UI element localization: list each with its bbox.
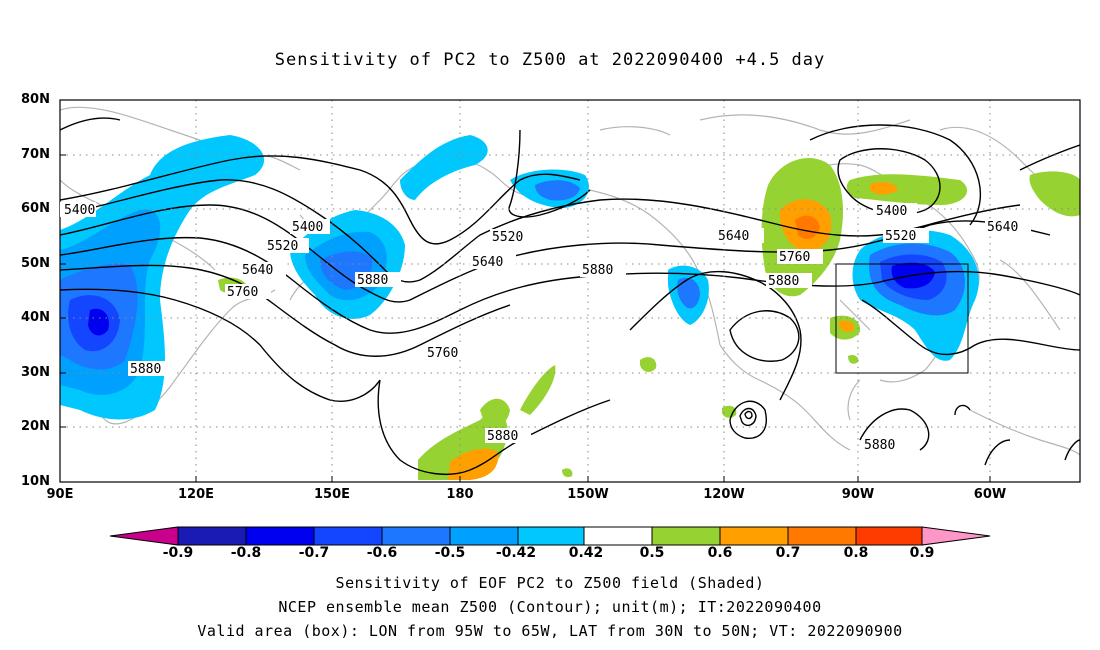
colorbar-box [381, 526, 451, 546]
lat-lon-grid [60, 100, 1080, 482]
lon-label-150w: 150W [567, 487, 609, 502]
contour-label-5880-america: 5880 [768, 274, 799, 289]
contour-label-5520-pacific: 5520 [492, 230, 523, 245]
contour-label-5640-pacific: 5640 [472, 255, 503, 270]
contour-label-5760-pacific: 5760 [427, 346, 458, 361]
colorbar-box [651, 526, 721, 546]
contour-label-5640-asia: 5640 [242, 263, 273, 278]
colorbar-box [719, 526, 789, 546]
lon-label-120w: 120W [703, 487, 745, 502]
lat-label-70n: 70N [21, 147, 50, 162]
colorbar-label: -0.9 [162, 545, 194, 561]
lat-label-10n: 10N [21, 474, 50, 489]
footer-line-1: Sensitivity of EOF PC2 to Z500 field (Sh… [335, 574, 765, 592]
contour-label-5880-mid-pacific: 5880 [582, 263, 613, 278]
contour-label-5760-asia: 5760 [227, 285, 258, 300]
lat-label-40n: 40N [21, 310, 50, 325]
lat-label-30n: 30N [21, 365, 50, 380]
lat-label-20n: 20N [21, 419, 50, 434]
contour-label-5880-japan: 5880 [357, 273, 388, 288]
lon-label-60w: 60W [973, 487, 1007, 502]
colorbar-box [177, 526, 247, 546]
lon-label-120e: 120E [177, 487, 215, 502]
contour-label-5400-east: 5400 [876, 204, 907, 219]
valid-area-box [835, 263, 969, 374]
map-title: Sensitivity of PC2 to Z500 at 2022090400… [274, 50, 826, 70]
colorbar [109, 526, 991, 546]
colorbar-label: -0.6 [366, 545, 398, 561]
colorbar-label: 0.9 [909, 545, 935, 561]
colorbar-box [583, 526, 653, 546]
lat-label-80n: 80N [21, 92, 50, 107]
contour-label-5880-gulf: 5880 [864, 438, 895, 453]
footer-line-3: Valid area (box): LON from 95W to 65W, L… [197, 622, 903, 640]
colorbar-label: 0.6 [707, 545, 733, 561]
contour-label-5760-america: 5760 [779, 250, 810, 265]
colorbar-high-arrow [921, 526, 991, 546]
colorbar-box [855, 526, 923, 546]
lon-label-90w: 90W [841, 487, 875, 502]
colorbar-box [787, 526, 857, 546]
lon-label-150e: 150E [313, 487, 351, 502]
contour-label-5400-pacific: 5400 [292, 220, 323, 235]
colorbar-label: -0.42 [495, 545, 537, 561]
colorbar-low-arrow [109, 526, 179, 546]
lat-label-60n: 60N [21, 201, 50, 216]
lon-label-180: 180 [446, 487, 474, 502]
footer-line-2: NCEP ensemble mean Z500 (Contour); unit(… [278, 598, 822, 616]
colorbar-label: 0.7 [775, 545, 801, 561]
lon-label-90e: 90E [46, 487, 74, 502]
colorbar-label: -0.7 [298, 545, 330, 561]
contour-label-5880-pacific: 5880 [487, 429, 518, 444]
colorbar-label: -0.5 [434, 545, 466, 561]
contour-label-5640-america: 5640 [718, 229, 749, 244]
contour-label-5640-east: 5640 [987, 220, 1018, 235]
colorbar-label: 0.42 [568, 545, 604, 561]
contour-labels: 5400 5400 5400 5520 5520 5520 5640 5640 … [60, 202, 1031, 453]
contour-label-5880-china: 5880 [130, 362, 161, 377]
colorbar-label: -0.8 [230, 545, 262, 561]
colorbar-box [313, 526, 383, 546]
lat-label-50n: 50N [21, 256, 50, 271]
colorbar-box [449, 526, 519, 546]
colorbar-label: 0.8 [843, 545, 869, 561]
colorbar-label: 0.5 [639, 545, 665, 561]
colorbar-box [517, 526, 585, 546]
contour-label-5520-east: 5520 [885, 229, 916, 244]
map-frame [59, 99, 1081, 483]
contour-label-5520-asia: 5520 [267, 239, 298, 254]
shaded-negative [60, 135, 979, 420]
contour-label-5400-left: 5400 [64, 203, 95, 218]
colorbar-box [245, 526, 315, 546]
